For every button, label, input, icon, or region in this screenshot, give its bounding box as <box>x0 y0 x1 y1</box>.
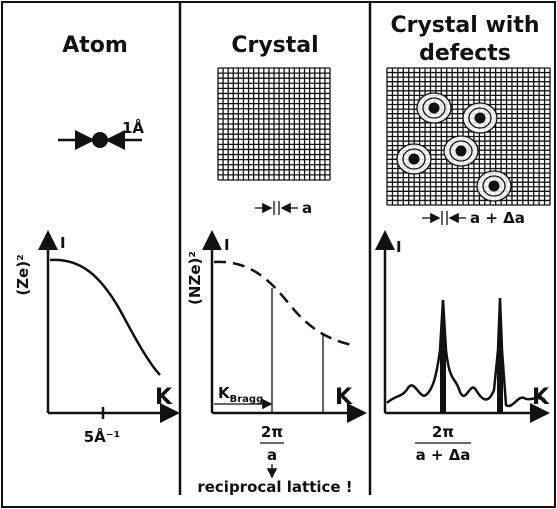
panel-title: Atom <box>62 33 128 58</box>
spacing-label: a + Δa <box>470 209 525 227</box>
panel-title: Crystal with <box>390 13 539 38</box>
x-label: K <box>155 385 173 410</box>
spacing-label: a <box>302 199 312 217</box>
panel-title: Crystal <box>231 33 318 58</box>
peak <box>497 298 503 413</box>
peak-denominator: a <box>267 446 277 464</box>
peak-numerator: 2π <box>261 423 283 441</box>
dashed-curve <box>214 262 352 345</box>
defect <box>409 154 420 165</box>
bragg-label: KBragg <box>218 384 263 405</box>
lattice <box>218 68 330 180</box>
size-label: 1Å <box>122 118 144 137</box>
note: reciprocal lattice ! <box>197 478 352 496</box>
defect <box>456 146 467 157</box>
tick-label: 5Å⁻¹ <box>84 427 121 446</box>
peak-numerator: 2π <box>432 423 454 441</box>
intensity-label: I <box>396 238 402 256</box>
defect <box>489 181 500 192</box>
defect <box>429 103 440 114</box>
defect <box>475 113 486 124</box>
bragg-subscript: Bragg <box>230 394 264 405</box>
figure: Atom 1Å (Ze)² I K 5Å⁻¹ Crystal a (NZe)² … <box>0 0 557 509</box>
curve <box>50 260 160 375</box>
y-label: (Ze)² <box>14 254 32 295</box>
lattice <box>387 68 550 205</box>
y-label: (NZe)² <box>186 251 204 305</box>
atom <box>92 132 108 148</box>
intensity-label: I <box>60 234 66 252</box>
intensity-label: I <box>224 236 230 254</box>
peak-denominator: a + Δa <box>416 446 471 464</box>
panel-title: defects <box>419 41 511 66</box>
curve <box>387 298 545 406</box>
x-label: K <box>335 385 353 410</box>
